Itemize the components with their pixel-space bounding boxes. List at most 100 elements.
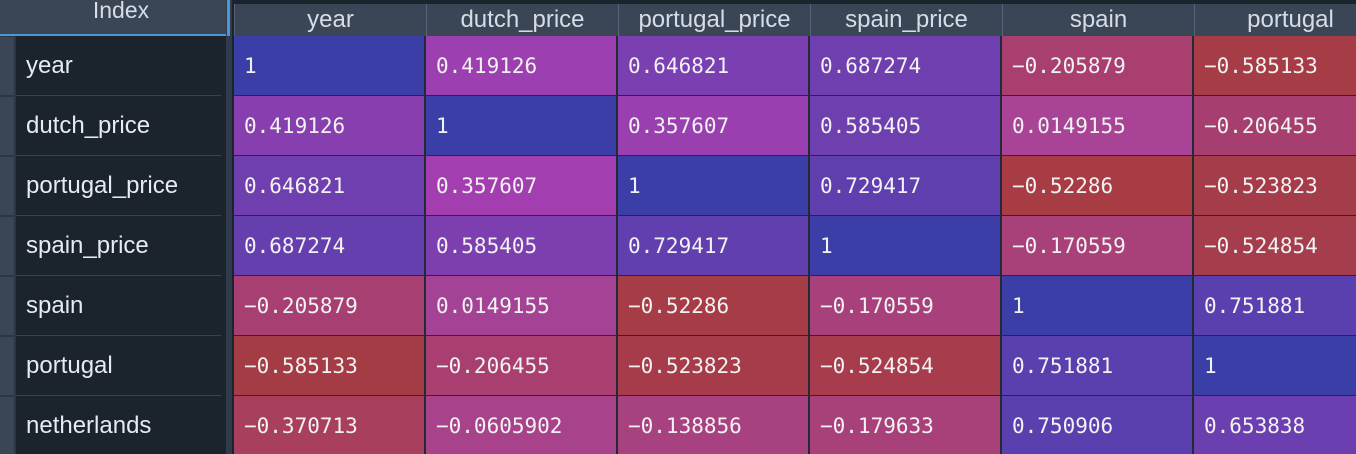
table-cell[interactable]: −0.585133: [1194, 36, 1356, 96]
column-header-portugal[interactable]: portugal: [1194, 4, 1356, 36]
table-cell[interactable]: 0.585405: [810, 96, 1002, 156]
row-index-spain[interactable]: spain: [16, 276, 221, 336]
cell-value: −0.524854: [820, 354, 934, 378]
table-cell[interactable]: −0.170559: [810, 276, 1002, 336]
cell-value: 1: [1012, 294, 1025, 318]
row-gutter-tick[interactable]: [0, 37, 14, 95]
cell-value: 0.585405: [820, 114, 922, 138]
cell-value: 0.0149155: [436, 294, 550, 318]
row-index-label: portugal_price: [26, 172, 179, 199]
index-splitter[interactable]: [226, 0, 232, 454]
row-index-portugal[interactable]: portugal: [16, 336, 221, 396]
table-cell[interactable]: 0.0149155: [426, 276, 618, 336]
table-cell[interactable]: 1: [1194, 336, 1356, 396]
cell-value: 1: [820, 234, 833, 258]
cell-value: 0.646821: [244, 174, 346, 198]
row-gutter-tick[interactable]: [0, 217, 14, 275]
table-cell[interactable]: −0.524854: [810, 336, 1002, 396]
row-index-label: netherlands: [26, 412, 152, 439]
table-cell[interactable]: 0.729417: [618, 216, 810, 276]
cell-value: −0.524854: [1204, 234, 1318, 258]
table-cell[interactable]: 0.419126: [426, 36, 618, 96]
table-cell[interactable]: −0.52286: [618, 276, 810, 336]
row-index-label: portugal: [26, 352, 113, 379]
cell-value: −0.170559: [1012, 234, 1126, 258]
column-header-label: portugal: [1247, 6, 1334, 33]
cell-value: 0.687274: [820, 54, 922, 78]
row-gutter-tick[interactable]: [0, 277, 14, 335]
data-grid: 1 0.419126 0.646821 0.687274 −0.205879 −0.585…: [234, 36, 1356, 454]
row-index-portugal-price[interactable]: portugal_price: [16, 156, 221, 216]
table-cell[interactable]: 0.751881: [1194, 276, 1356, 336]
table-cell[interactable]: 0.687274: [234, 216, 426, 276]
index-header-label: Index: [92, 0, 150, 23]
cell-value: 0.751881: [1204, 294, 1306, 318]
column-header-spain-price[interactable]: spain_price: [810, 4, 1002, 36]
table-cell[interactable]: −0.206455: [1194, 96, 1356, 156]
cell-value: −0.585133: [1204, 54, 1318, 78]
row-index-netherlands[interactable]: netherlands: [16, 396, 221, 454]
cell-value: −0.523823: [1204, 174, 1318, 198]
row-index-label: dutch_price: [26, 112, 151, 139]
cell-value: −0.585133: [244, 354, 358, 378]
row-gutter-tick[interactable]: [0, 337, 14, 395]
column-header-label: spain_price: [845, 6, 968, 33]
cell-value: 1: [436, 114, 449, 138]
cell-value: −0.370713: [244, 414, 358, 438]
row-index-dutch-price[interactable]: dutch_price: [16, 96, 221, 156]
cell-value: 1: [628, 174, 641, 198]
table-cell[interactable]: 1: [810, 216, 1002, 276]
table-cell[interactable]: 0.653838: [1194, 396, 1356, 454]
table-cell[interactable]: 1: [234, 36, 426, 96]
table-cell[interactable]: −0.0605902: [426, 396, 618, 454]
table-cell[interactable]: 0.729417: [810, 156, 1002, 216]
column-header-portugal-price[interactable]: portugal_price: [618, 4, 810, 36]
table-cell[interactable]: 0.419126: [234, 96, 426, 156]
table-cell[interactable]: 0.750906: [1002, 396, 1194, 454]
table-cell[interactable]: 0.585405: [426, 216, 618, 276]
cell-value: 0.419126: [244, 114, 346, 138]
column-header-year[interactable]: year: [234, 4, 426, 36]
row-gutter-tick[interactable]: [0, 397, 14, 454]
table-cell[interactable]: −0.205879: [234, 276, 426, 336]
table-cell[interactable]: −0.205879: [1002, 36, 1194, 96]
cell-value: −0.205879: [1012, 54, 1126, 78]
table-cell[interactable]: −0.370713: [234, 396, 426, 454]
table-cell[interactable]: 0.357607: [426, 156, 618, 216]
table-cell[interactable]: 0.687274: [810, 36, 1002, 96]
cell-value: −0.170559: [820, 294, 934, 318]
cell-value: 0.751881: [1012, 354, 1114, 378]
table-cell[interactable]: 0.0149155: [1002, 96, 1194, 156]
table-cell[interactable]: −0.52286: [1002, 156, 1194, 216]
table-cell[interactable]: −0.170559: [1002, 216, 1194, 276]
table-cell[interactable]: −0.138856: [618, 396, 810, 454]
table-cell[interactable]: 0.646821: [618, 36, 810, 96]
table-cell[interactable]: 1: [618, 156, 810, 216]
table-cell[interactable]: −0.524854: [1194, 216, 1356, 276]
row-index-year[interactable]: year: [16, 36, 221, 96]
table-cell[interactable]: 0.357607: [618, 96, 810, 156]
column-header-label: spain: [1069, 6, 1128, 33]
row-index-spain-price[interactable]: spain_price: [16, 216, 221, 276]
row-gutter-tick[interactable]: [0, 157, 14, 215]
cell-value: −0.206455: [1204, 114, 1318, 138]
table-cell[interactable]: −0.523823: [1194, 156, 1356, 216]
table-cell[interactable]: −0.523823: [618, 336, 810, 396]
table-cell[interactable]: −0.179633: [810, 396, 1002, 454]
table-cell[interactable]: −0.585133: [234, 336, 426, 396]
table-cell[interactable]: 0.646821: [234, 156, 426, 216]
table-cell[interactable]: 0.751881: [1002, 336, 1194, 396]
column-header-spain[interactable]: spain: [1002, 4, 1194, 36]
row-gutter: [0, 36, 16, 454]
cell-value: 0.357607: [436, 174, 538, 198]
table-cell[interactable]: 1: [1002, 276, 1194, 336]
table-cell[interactable]: −0.206455: [426, 336, 618, 396]
cell-value: 0.585405: [436, 234, 538, 258]
column-header-dutch-price[interactable]: dutch_price: [426, 4, 618, 36]
column-header-label: year: [307, 6, 354, 33]
index-column-header[interactable]: Index: [0, 0, 226, 36]
table-cell[interactable]: 1: [426, 96, 618, 156]
splitter-handle[interactable]: [227, 0, 230, 36]
row-gutter-tick[interactable]: [0, 97, 14, 155]
